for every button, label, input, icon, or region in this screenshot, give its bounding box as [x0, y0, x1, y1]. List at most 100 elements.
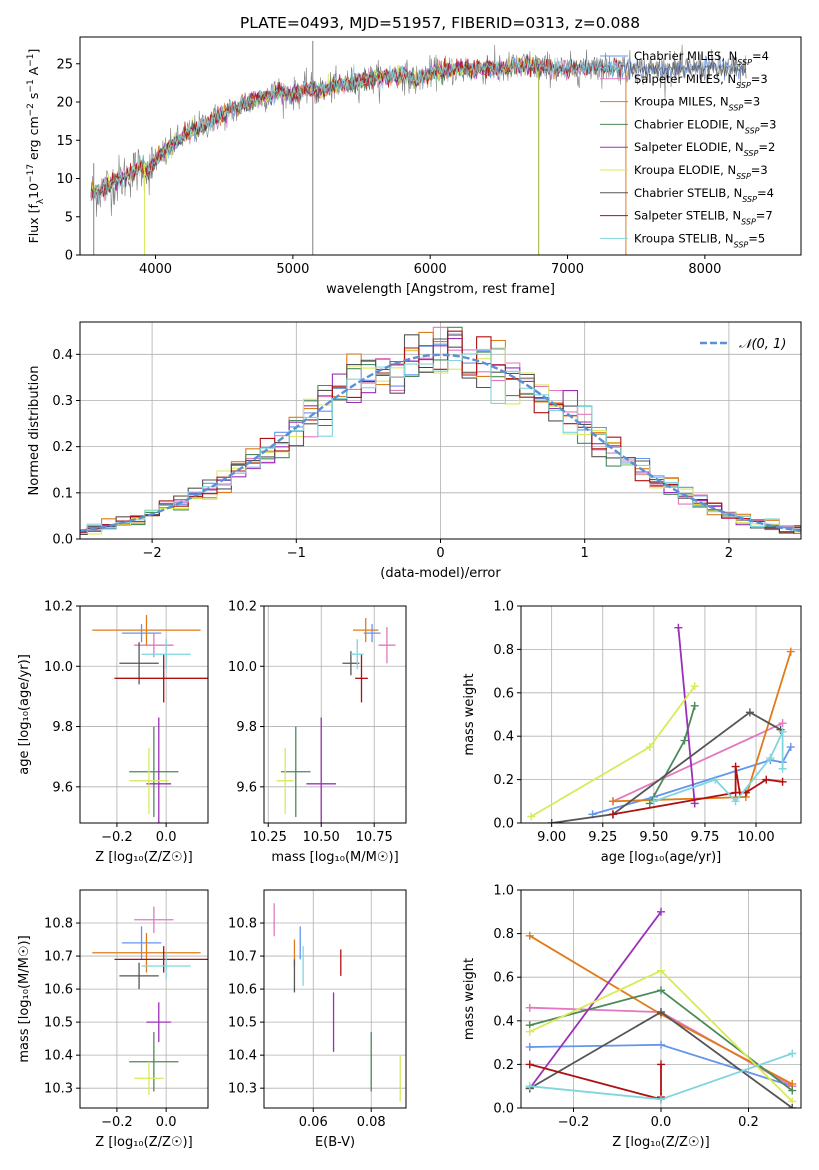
y-axis-label-part: λ — [36, 198, 46, 204]
weight-marker-chab_miles — [525, 1042, 534, 1051]
y-tick-label: 0.4 — [493, 1014, 514, 1029]
weight-marker-krou_stelib — [731, 797, 740, 806]
weight-marker-chab_stelib — [657, 1008, 665, 1017]
y-tick-label: 0.8 — [493, 927, 514, 942]
weight-marker-chab_elodie — [657, 986, 665, 995]
x-tick-label: 4000 — [139, 262, 172, 277]
legend-entry: Kroupa ELODIE, NSSP=3 — [634, 163, 768, 181]
spectrum-model-chab_elodie — [90, 53, 541, 196]
y-tick-label: 1.0 — [493, 600, 514, 615]
weight-marker-chab_elodie — [690, 701, 699, 710]
y-tick-label: 0.1 — [52, 486, 73, 501]
weight-marker-chab_elodie — [680, 736, 689, 745]
axes-frame — [263, 889, 407, 1109]
legend-value: =4 — [757, 186, 774, 200]
x-tick-label: 0.0 — [651, 1115, 672, 1130]
legend-subscript: SSP — [736, 172, 751, 181]
weight-marker-salp_elodie — [690, 799, 699, 808]
y-axis-label-part: −1 — [26, 54, 36, 67]
y-axis-label: Normed distribution — [27, 366, 42, 496]
y-tick-label: 10.3 — [44, 1082, 73, 1097]
weight-marker-krou_stelib — [711, 775, 720, 784]
x-tick-label: 0.0 — [156, 1115, 177, 1130]
y-tick-label: 0.2 — [493, 1058, 514, 1073]
weight-marker-chab_elodie — [788, 1086, 797, 1095]
legend-subscript: SSP — [745, 126, 760, 135]
weight-marker-salp_stelib — [731, 762, 740, 771]
weight-marker-salp_miles — [778, 719, 787, 728]
y-tick-label: 0.6 — [493, 686, 514, 701]
y-tick-label: 5 — [65, 210, 73, 225]
weight_age-lines — [527, 623, 795, 823]
y-tick-label: 15 — [56, 134, 73, 149]
y-axis-label-part: erg cm — [26, 116, 41, 164]
spectrum-legend: Chabrier MILES, NSSP=4 Salpeter MILES, NS… — [600, 49, 776, 249]
y-axis-label: Flux [fλ10−17 erg cm−2 s−1 A−1] — [26, 49, 46, 244]
axes-frame — [79, 605, 209, 824]
y-tick-label: 20 — [56, 96, 73, 111]
legend-subscript: SSP — [742, 194, 757, 203]
axes-frame — [79, 889, 209, 1109]
legend-value: =3 — [743, 95, 760, 109]
mass_Z-frame: −0.2 0.0 10.3 10.4 10.5 10.6 10.7 10.8 Z [log₁₀(… — [17, 889, 209, 1150]
legend-value: =7 — [756, 209, 773, 223]
x-axis-label: Z [log₁₀(Z/Z☉)] — [95, 1135, 192, 1150]
weight-marker-chab_miles — [786, 743, 795, 752]
spectrum-lines — [90, 40, 747, 255]
spectrum-model-krou_stelib — [90, 55, 623, 202]
mass_ebv-errorbars — [273, 903, 401, 1102]
residual-legend: 𝒩(0, 1) — [700, 337, 786, 352]
axes-frame — [263, 605, 407, 824]
weight-line-chab_stelib — [551, 711, 782, 823]
legend-value: =2 — [758, 140, 775, 154]
y-tick-label: 10.3 — [228, 1082, 257, 1097]
legend-subscript: SSP — [744, 149, 759, 158]
y-axis-label: mass [log₁₀(M/M☉)] — [17, 935, 32, 1062]
y-axis-label-part: −2 — [26, 103, 36, 116]
weight-marker-chab_stelib — [788, 1104, 797, 1108]
weight-line-krou_stelib — [653, 731, 784, 803]
weight-line-krou_miles — [612, 651, 792, 803]
y-tick-label: 0 — [65, 249, 73, 264]
weight-marker-krou_elodie — [527, 812, 536, 821]
y-tick-label: 0.8 — [493, 643, 514, 658]
mass_ebv-frame: 0.06 0.08 10.3 10.4 10.5 10.6 10.7 10.8 E(B-V) — [228, 889, 407, 1150]
x-tick-label: 9.00 — [537, 830, 566, 845]
y-tick-label: 10 — [56, 172, 73, 187]
x-tick-label: 2 — [725, 546, 733, 561]
legend-value: =4 — [752, 49, 769, 63]
legend-subscript: SSP — [734, 240, 749, 249]
legend-entry: Salpeter STELIB, NSSP=7 — [634, 209, 773, 227]
y-axis-label: mass weight — [462, 673, 477, 755]
weight-line-salp_miles — [612, 722, 783, 803]
age_Z-frame: −0.2 0.0 9.6 9.8 10.0 10.2 Z [log₁₀(Z/Z☉)] age … — [17, 600, 209, 865]
residuals-frame: −2 −1 0 1 2 0.0 0.1 0.2 0.3 0.4 (data-model)/error… — [27, 321, 802, 581]
weight-line-salp_elodie — [529, 911, 662, 1089]
age_mass-frame: 10.25 10.50 10.75 9.6 9.8 10.0 10.2 mass [log₁₀… — [228, 600, 407, 865]
histogram-chab_miles — [80, 333, 801, 532]
mass_ebv-axes — [264, 890, 406, 1108]
weight-marker-krou_miles — [525, 931, 534, 940]
weight-marker-salp_stelib — [608, 810, 617, 819]
y-axis-label-part: s — [26, 93, 41, 104]
x-tick-label: 0.06 — [299, 1115, 328, 1130]
y-axis-label-part: Flux [f — [26, 204, 41, 244]
legend-entry: Salpeter ELODIE, NSSP=2 — [634, 140, 775, 158]
weight-marker-krou_elodie — [690, 682, 699, 691]
weight-marker-salp_stelib — [657, 1060, 665, 1069]
weight_Z-frame: −0.2 0.0 0.2 0.0 0.2 0.4 0.6 0.8 1.0 Z [log₁₀(Z/Z… — [462, 884, 802, 1150]
y-tick-label: 10.8 — [228, 917, 257, 932]
mass_Z-axes — [80, 890, 208, 1108]
age_Z-axes — [80, 605, 208, 823]
legend-entry: 𝒩(0, 1) — [739, 337, 786, 352]
y-tick-label: 0.3 — [52, 394, 73, 409]
x-tick-label: −0.2 — [558, 1115, 590, 1130]
y-tick-label: 25 — [56, 57, 73, 72]
y-tick-label: 10.8 — [44, 917, 73, 932]
x-axis-label: E(B-V) — [315, 1135, 355, 1150]
weight-marker-chab_miles — [657, 1040, 665, 1049]
weight-marker-krou_stelib — [649, 797, 658, 806]
x-axis-label: Z [log₁₀(Z/Z☉)] — [612, 1135, 709, 1150]
y-tick-label: 10.0 — [228, 660, 257, 675]
